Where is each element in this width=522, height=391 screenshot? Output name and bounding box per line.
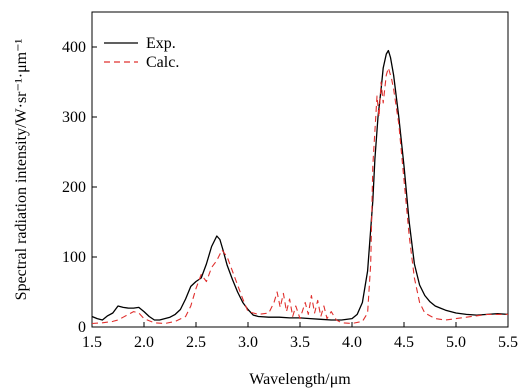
x-tick-label: 1.5 — [82, 334, 102, 351]
x-tick-label: 3.0 — [238, 334, 258, 351]
series-layer — [91, 49, 509, 325]
x-tick-label: 5.5 — [498, 334, 518, 351]
y-tick-label: 400 — [62, 39, 86, 56]
y-tick-label: 0 — [78, 319, 86, 336]
series-line-exp — [91, 49, 509, 321]
x-tick-label: 4.0 — [342, 334, 362, 351]
x-tick-label: 4.5 — [394, 334, 414, 351]
x-tick-label: 3.5 — [290, 334, 310, 351]
x-axis-ticks: 1.5 2.0 2.5 3.0 3.5 4.0 4.5 5.0 5.5 — [82, 322, 518, 351]
y-axis-label: Spectral radiation intensity/W·sr⁻¹·μm⁻¹ — [13, 38, 30, 300]
x-tick-label: 2.0 — [134, 334, 154, 351]
y-tick-label: 100 — [62, 249, 86, 266]
x-axis-label: Wavelength/μm — [249, 371, 351, 388]
series-line-calc — [91, 67, 508, 325]
legend: Exp. Calc. — [104, 35, 179, 71]
x-tick-label: 2.5 — [186, 334, 206, 351]
legend-label-exp: Exp. — [146, 35, 176, 52]
y-axis-ticks: 0 100 200 300 400 — [62, 39, 97, 336]
y-tick-label: 300 — [62, 109, 86, 126]
y-tick-label: 200 — [62, 179, 86, 196]
x-tick-label: 5.0 — [446, 334, 466, 351]
legend-label-calc: Calc. — [146, 54, 179, 71]
